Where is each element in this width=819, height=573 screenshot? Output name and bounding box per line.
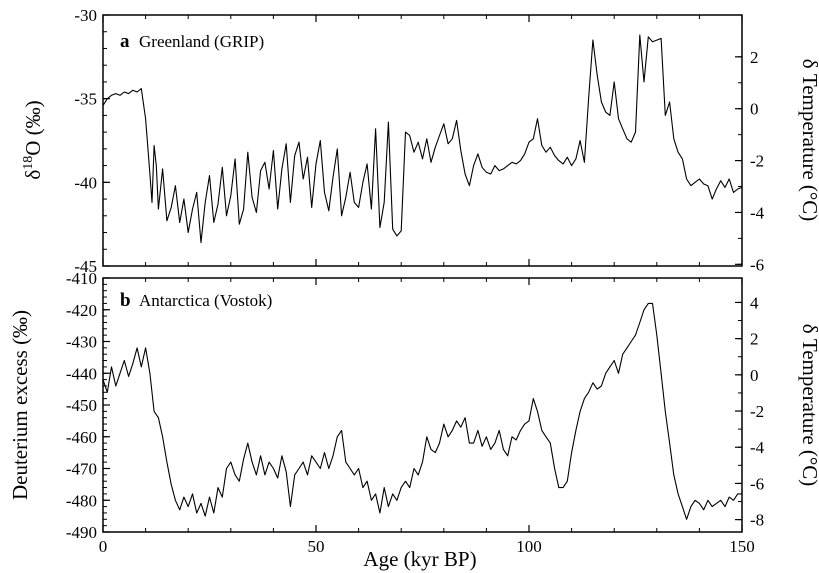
panel-a-greenland: -45 -40 -35 -30 -6 -4 -2 0 2 a Greenland (GRIP)… xyxy=(21,6,819,276)
y-tick-label: -490 xyxy=(66,523,97,542)
panel-b-ticks xyxy=(102,277,743,533)
y-tick-label: -45 xyxy=(74,257,97,276)
y2-tick-label: 2 xyxy=(750,48,759,67)
y-tick-label: -40 xyxy=(74,173,97,192)
series-vostok-deuterium-excess xyxy=(102,302,742,520)
panel-a-ticks xyxy=(102,14,743,267)
y2-tick-label: -2 xyxy=(750,402,764,421)
y2-tick-label: -2 xyxy=(750,152,764,171)
y2-tick-label: -6 xyxy=(750,474,764,493)
x-axis-label: Age (kyr BP) xyxy=(363,547,476,571)
panel-a-frame xyxy=(102,14,743,267)
panel-a-tick-labels: -45 -40 -35 -30 xyxy=(74,6,97,276)
panel-a-right-tick-labels: -6 -4 -2 0 2 xyxy=(750,48,765,274)
panel-b-title: Antarctica (Vostok) xyxy=(139,291,272,310)
x-tick-label: 0 xyxy=(99,537,108,556)
y2-tick-label: -6 xyxy=(750,255,764,274)
x-tick-label: 150 xyxy=(729,537,755,556)
panel-a-letter: a xyxy=(120,31,130,52)
y-tick-label: -410 xyxy=(66,269,97,288)
y-tick-label: -430 xyxy=(66,333,97,352)
panel-a-title: Greenland (GRIP) xyxy=(139,32,264,51)
y-tick-label: -420 xyxy=(66,301,97,320)
y-tick-label: -440 xyxy=(66,364,97,383)
y2-tick-label: 0 xyxy=(750,366,759,385)
y2-tick-label: -8 xyxy=(750,511,764,530)
y2-tick-label: -4 xyxy=(750,203,765,222)
y2-tick-label: 2 xyxy=(750,330,759,349)
series-greenland-d18o xyxy=(102,34,743,244)
x-tick-label: 100 xyxy=(516,537,542,556)
panel-b-antarctica: -490-480-470-460-450-440-430-420-410 -8-… xyxy=(8,269,819,571)
panel-b-letter: b xyxy=(120,290,131,311)
panel-b-frame xyxy=(102,277,743,533)
panel-b-ylabel: Deuterium excess (‰) xyxy=(8,310,32,500)
y-tick-label: -450 xyxy=(66,396,97,415)
panel-b-tick-labels: -490 -480 -470 -460 -450 -440 -430 -420 -410 xyxy=(66,269,97,542)
panel-a-right-ticks xyxy=(735,56,742,265)
panel-b-x-tick-labels: 0 50 100 150 xyxy=(99,537,755,556)
y-tick-label: -480 xyxy=(66,491,97,510)
y2-tick-label: 0 xyxy=(750,100,759,119)
x-tick-label: 50 xyxy=(308,537,325,556)
y-tick-label: -470 xyxy=(66,460,97,479)
y2-tick-label: -4 xyxy=(750,438,765,457)
panel-b-right-tick-labels: -8 -6 -4 -2 0 2 4 xyxy=(750,293,765,529)
y-tick-label: -35 xyxy=(74,90,97,109)
panel-b-right-ticks xyxy=(735,301,742,521)
y2-tick-label: 4 xyxy=(750,293,759,312)
panel-b-ylabel-right: δ Temperature (°C) xyxy=(798,324,819,487)
y-tick-label: -460 xyxy=(66,428,97,447)
panel-a-ylabel: δ18O (‰) xyxy=(21,100,45,179)
panel-a-ylabel-right: δ Temperature (°C) xyxy=(798,59,819,222)
y-tick-label: -30 xyxy=(74,6,97,25)
